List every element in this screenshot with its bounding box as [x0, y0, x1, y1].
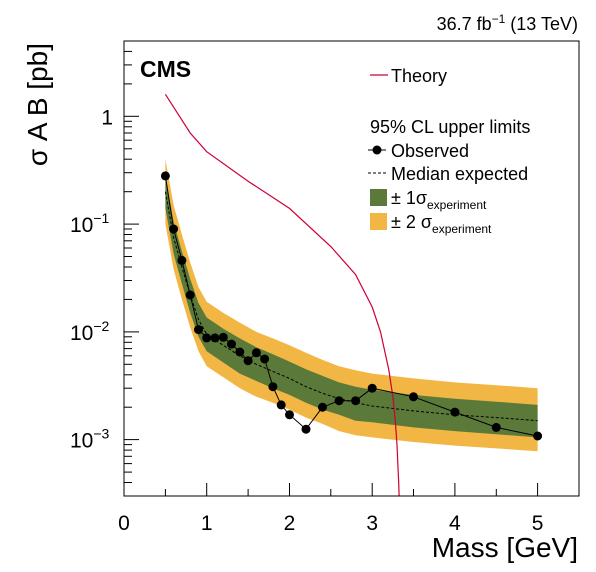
legend-band1-swatch	[370, 189, 387, 206]
uncertainty-bands	[165, 159, 538, 452]
observed-point	[260, 354, 270, 364]
observed-point	[160, 171, 170, 181]
legend-band2-text: ± 2 σ	[391, 212, 432, 232]
legend-band2-label: ± 2 σexperiment	[391, 212, 492, 236]
legend-expected-label: Median expected	[391, 164, 528, 184]
observed-point	[351, 396, 361, 406]
observed-point	[491, 422, 501, 432]
lumi-prefix: 36.7 fb	[437, 14, 492, 34]
lumi-label: 36.7 fb−1 (13 TeV)	[437, 12, 578, 34]
observed-point	[276, 400, 286, 410]
y-tick-base: 10	[70, 430, 93, 453]
band-1sigma	[165, 175, 538, 438]
x-axis-title: Mass [GeV]	[432, 532, 578, 563]
observed-point	[177, 255, 187, 265]
y-tick-label: 10−1	[70, 210, 110, 237]
observed-point	[301, 424, 311, 434]
legend-observed-marker	[372, 145, 382, 155]
observed-point	[367, 383, 377, 393]
x-tick-label: 4	[449, 512, 461, 535]
y-tick-exponent: −3	[93, 426, 109, 442]
observed-point	[268, 382, 278, 392]
legend-band1-sub: experiment	[427, 198, 487, 212]
observed-point	[169, 224, 179, 234]
x-tick-label: 2	[284, 512, 296, 535]
observed-point	[218, 332, 228, 342]
observed-point	[409, 392, 418, 402]
observed-point	[450, 407, 460, 417]
y-tick-label: 10−2	[70, 318, 110, 345]
observed-point	[334, 396, 344, 406]
y-tick-base: 10	[70, 214, 93, 237]
y-tick-label: 1	[101, 106, 113, 129]
observed-point	[285, 410, 294, 420]
observed-points	[160, 171, 543, 441]
observed-point	[243, 356, 253, 366]
observed-point	[533, 431, 543, 441]
observed-point	[194, 325, 203, 335]
y-tick-base: 1	[101, 106, 113, 129]
legend-band2-swatch	[370, 213, 387, 230]
x-tick-label: 0	[118, 512, 130, 535]
x-tick-label: 5	[532, 512, 544, 535]
legend-theory-label: Theory	[391, 66, 447, 86]
legend-band1-text: ± 1σ	[391, 188, 427, 208]
legend-observed-label: Observed	[391, 141, 469, 161]
legend-band1-label: ± 1σexperiment	[391, 188, 487, 212]
observed-point	[185, 290, 195, 300]
y-axis-title: σ A B [pb]	[22, 43, 53, 166]
plot-frame	[123, 40, 580, 497]
observed-point	[235, 347, 245, 357]
y-tick-label: 10−3	[70, 426, 110, 453]
theory-line	[164, 93, 400, 497]
legend-band2-sub: experiment	[432, 222, 492, 236]
legend: Theory 95% CL upper limits Observed Medi…	[368, 66, 530, 236]
observed-point	[227, 339, 236, 349]
observed-point	[318, 402, 327, 412]
lumi-exponent: −1	[492, 12, 506, 26]
x-tick-label: 3	[366, 512, 378, 535]
observed-point	[251, 348, 261, 358]
y-tick-base: 10	[70, 322, 93, 345]
observed-point	[210, 333, 220, 343]
y-tick-exponent: −1	[93, 210, 109, 226]
y-tick-exponent: −2	[93, 318, 109, 334]
experiment-label: CMS	[140, 56, 191, 82]
legend-header: 95% CL upper limits	[370, 117, 530, 137]
observed-point	[202, 333, 212, 343]
lumi-suffix: (13 TeV)	[505, 14, 578, 34]
x-tick-label: 1	[201, 512, 213, 535]
